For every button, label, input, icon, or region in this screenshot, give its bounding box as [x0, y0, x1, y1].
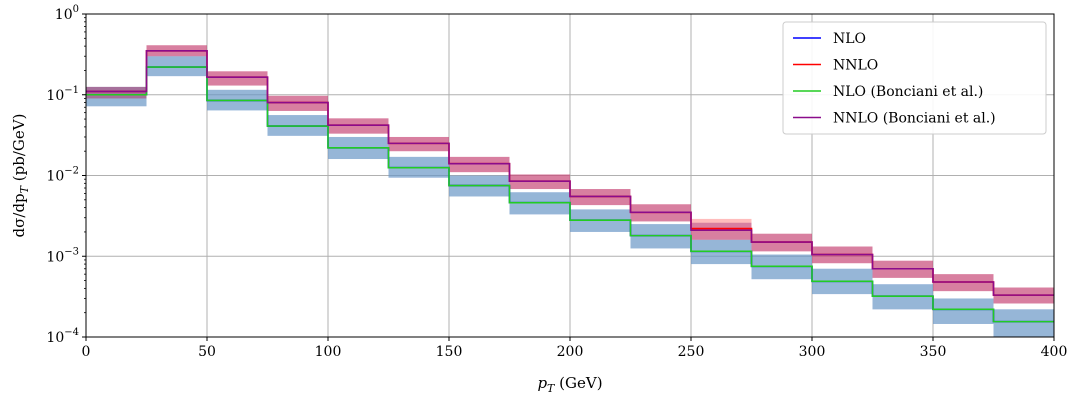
series-line	[86, 66, 1054, 323]
legend-label: NNLO (Bonciani et al.)	[833, 111, 996, 127]
series-lines	[86, 50, 1054, 323]
uncertainty-band	[86, 86, 147, 99]
legend-entry: NLO (Bonciani et al.)	[793, 84, 983, 100]
y-tick-label: 10−3	[46, 246, 79, 265]
uncertainty-band	[207, 71, 268, 86]
legend-label: NNLO	[833, 58, 878, 74]
legend-label: NLO (Bonciani et al.)	[833, 84, 983, 100]
uncertainty-band	[267, 95, 328, 111]
x-tick-label: 150	[436, 344, 463, 360]
x-axis-ticks: 0 50 100 150 200 250 300 350 400	[82, 337, 1068, 360]
x-tick-label: 100	[315, 344, 342, 360]
x-axis-label: pT (GeV)	[537, 374, 602, 395]
legend-box	[782, 21, 1047, 135]
y-tick-label: 10−2	[46, 166, 79, 185]
uncertainty-band	[146, 56, 207, 77]
legend-label: NLO	[833, 31, 866, 47]
uncertainty-band	[328, 118, 389, 134]
uncertainty-band	[146, 56, 207, 77]
x-tick-label: 300	[799, 344, 826, 360]
y-tick-label: 10−4	[46, 327, 79, 346]
x-tick-label: 250	[678, 344, 705, 360]
y-tick-label: 10−1	[46, 85, 79, 104]
uncertainty-band	[207, 71, 268, 86]
uncertainty-band	[933, 298, 994, 324]
x-tick-label: 0	[82, 344, 91, 360]
x-tick-label: 400	[1041, 344, 1068, 360]
uncertainty-band	[993, 309, 1054, 337]
x-tick-label: 350	[920, 344, 947, 360]
series-line	[86, 50, 1054, 296]
uncertainty-band	[449, 156, 510, 173]
uncertainty-band	[933, 298, 994, 324]
x-tick-label: 200	[557, 344, 584, 360]
legend: NLO NNLO NLO (Bonciani et al.) NNLO (Boncia…	[782, 21, 1047, 135]
legend-entry: NNLO (Bonciani et al.)	[793, 111, 996, 127]
y-axis-label-text: dσ/dpT (pb/GeV)	[10, 114, 31, 238]
x-tick-label: 50	[198, 344, 216, 360]
x-axis-label-text: pT (GeV)	[537, 374, 602, 395]
legend-entry: NLO	[793, 31, 866, 47]
uncertainty-band	[993, 309, 1054, 337]
y-tick-label: 100	[55, 4, 79, 23]
uncertainty-band	[449, 156, 510, 173]
uncertainty-band	[86, 86, 147, 99]
uncertainty-band	[267, 95, 328, 111]
uncertainty-band	[691, 222, 752, 240]
legend-entry: NNLO	[793, 58, 878, 74]
y-axis-ticks: 10−4 10−3 10−2 10−1 100	[46, 4, 86, 346]
y-axis-label: dσ/dpT (pb/GeV)	[10, 114, 31, 238]
uncertainty-band	[328, 118, 389, 134]
